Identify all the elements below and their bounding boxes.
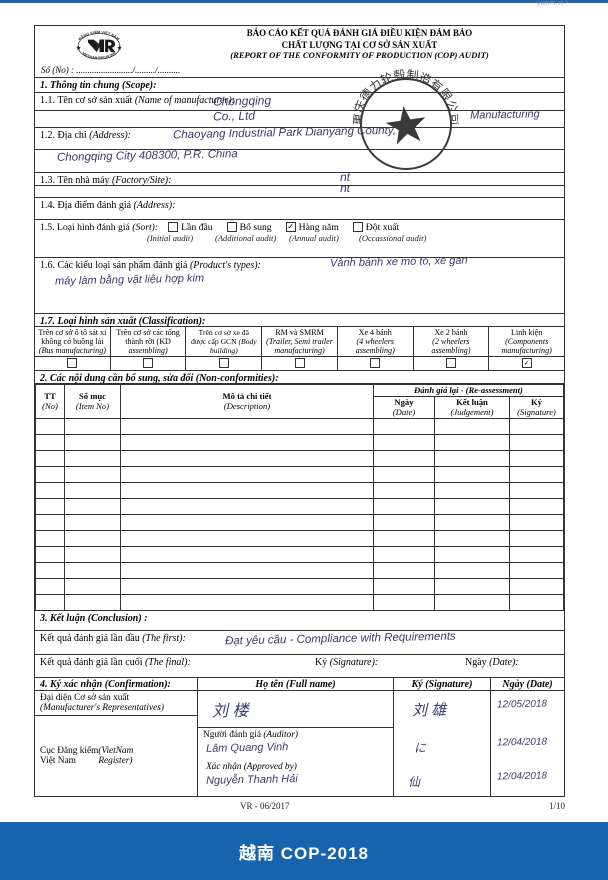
svg-text:ĐĂNG KIỂM VIỆT NAM: ĐĂNG KIỂM VIỆT NAM [78, 30, 120, 42]
svg-text:VIETNAM REGISTER: VIETNAM REGISTER [81, 51, 116, 60]
